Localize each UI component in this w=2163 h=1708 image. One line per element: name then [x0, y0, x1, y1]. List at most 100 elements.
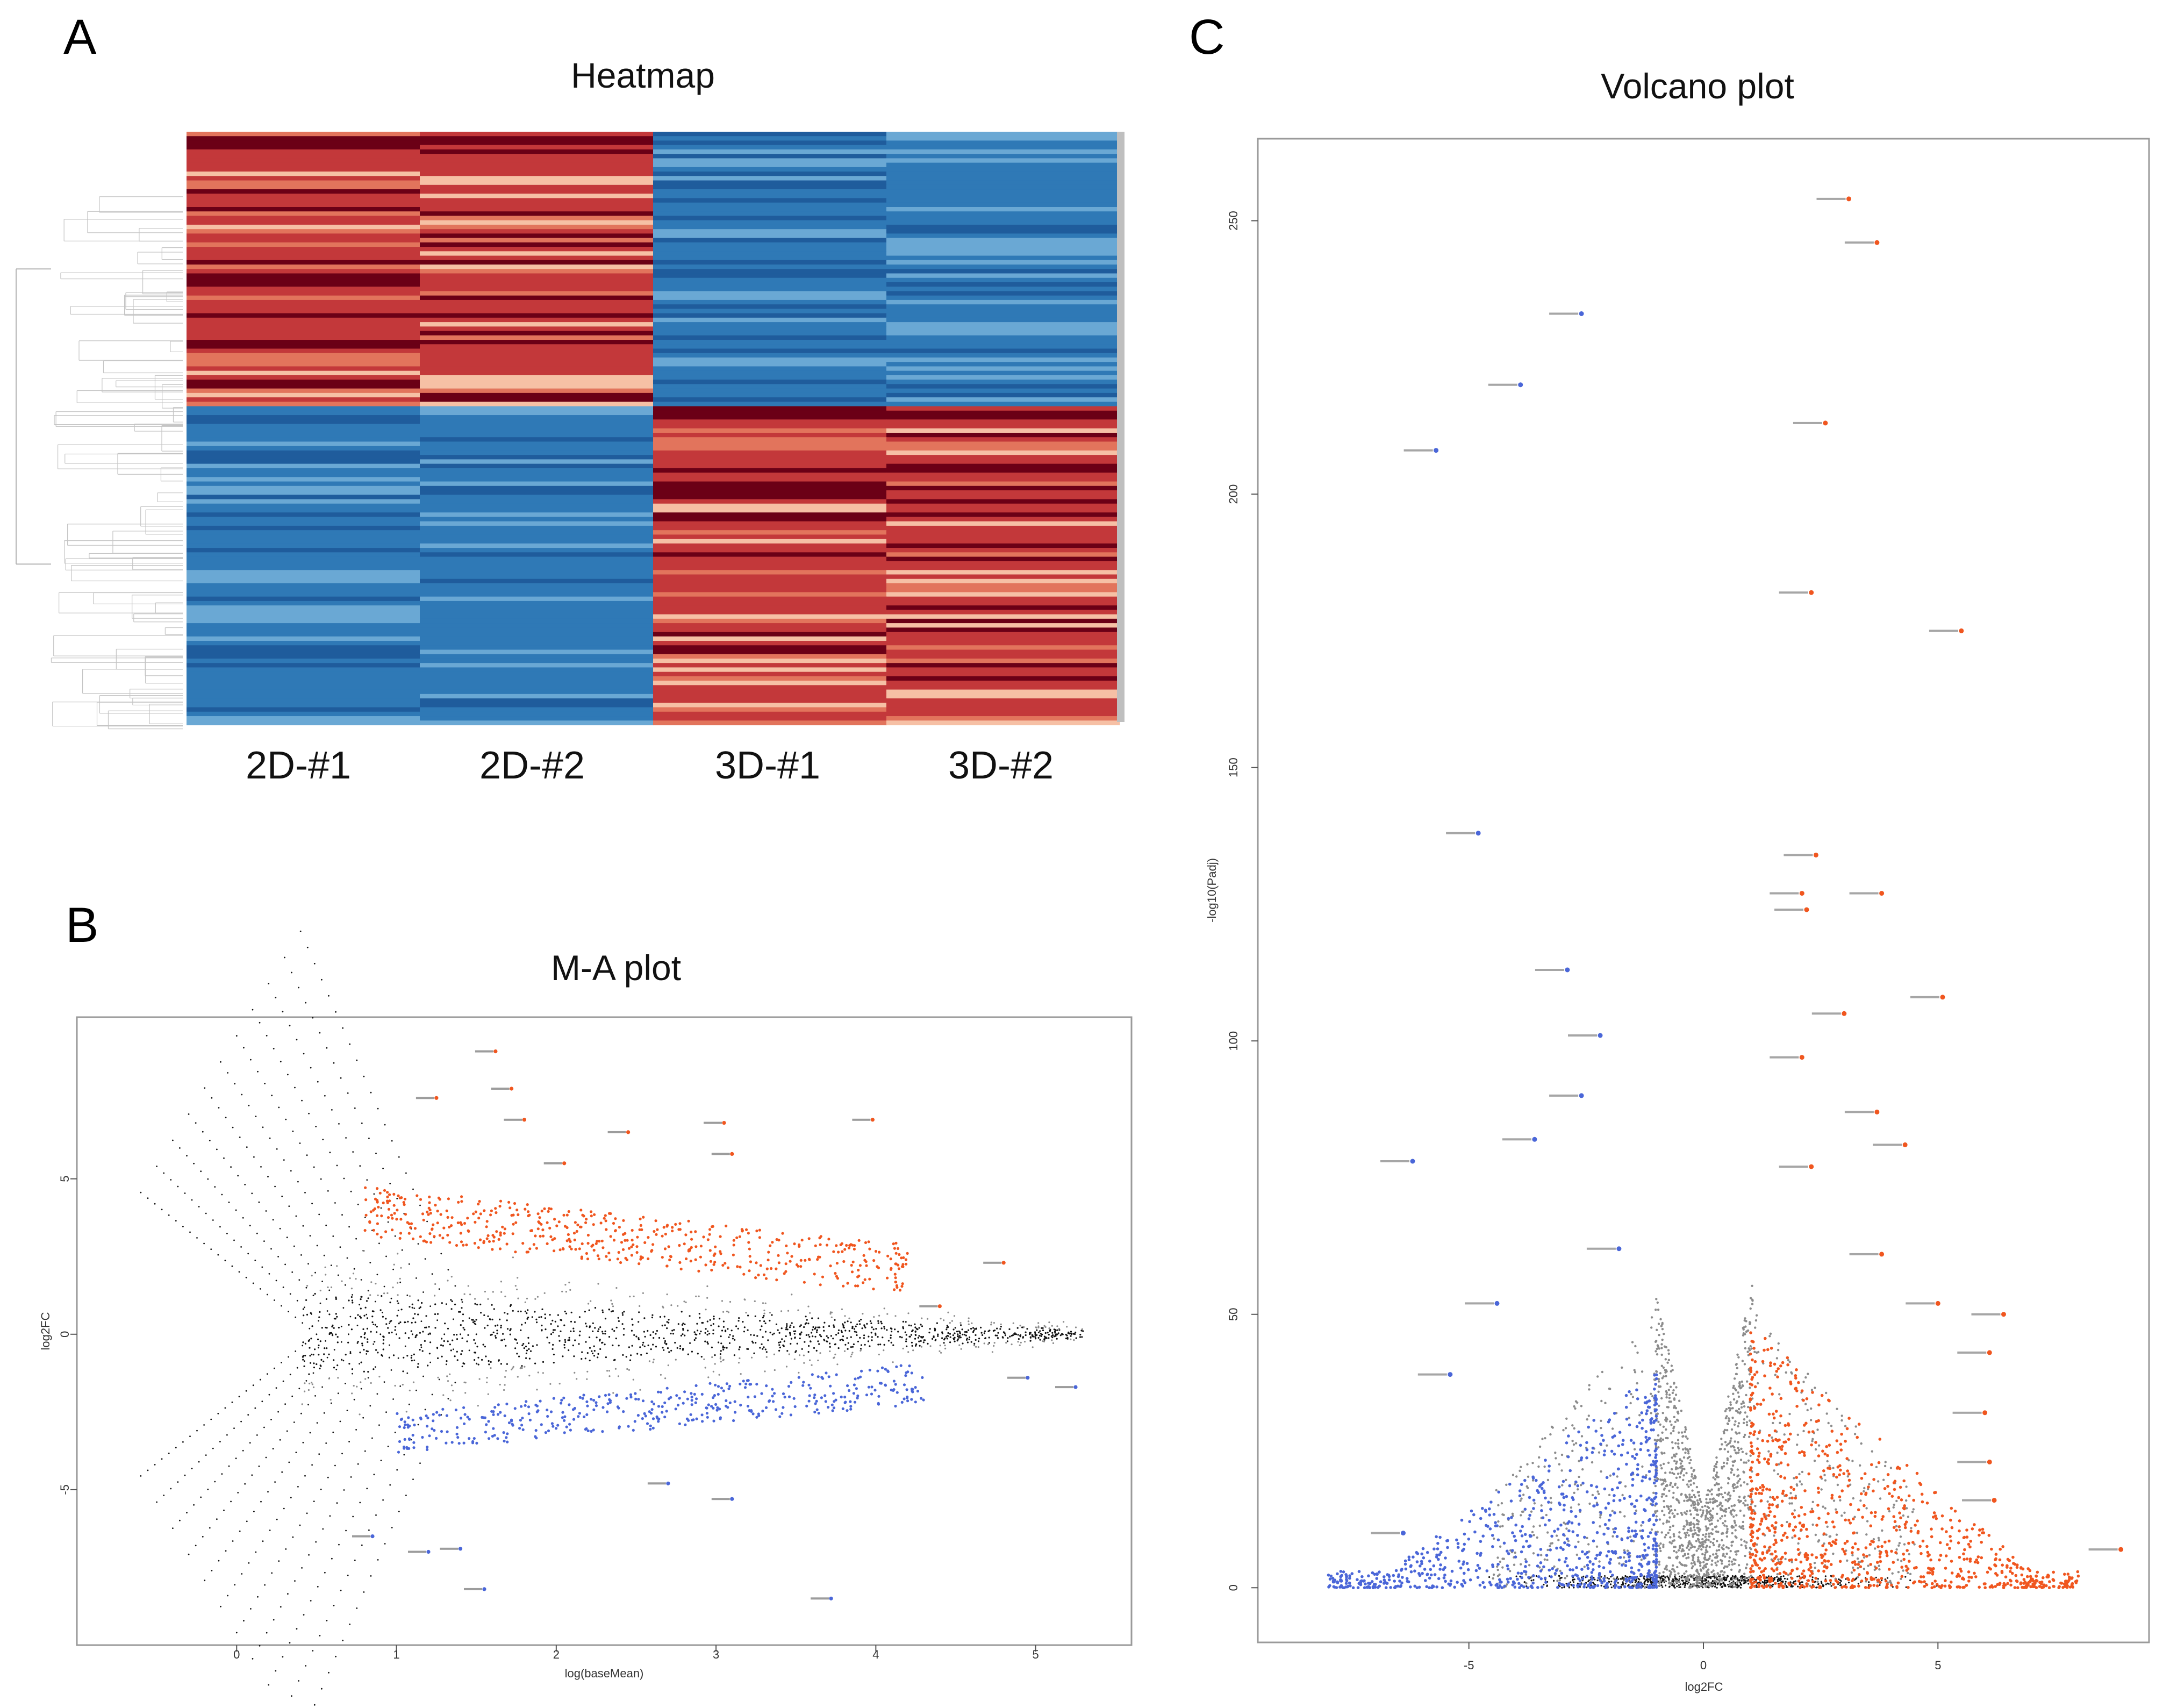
ma-point-down — [592, 1428, 595, 1432]
ma-point — [883, 1326, 885, 1328]
ma-point-base — [316, 1333, 318, 1335]
ma-point — [336, 1265, 338, 1267]
ma-point-up — [713, 1261, 717, 1264]
heatmap-cell — [886, 578, 1120, 584]
volcano-point-base — [1701, 1578, 1703, 1580]
ma-point-base — [217, 1413, 219, 1414]
ma-point-down — [513, 1407, 517, 1410]
ma-point-base — [302, 1441, 304, 1443]
ma-point — [449, 1343, 451, 1346]
ma-point — [914, 1323, 916, 1325]
ma-point-up — [607, 1252, 611, 1255]
ma-point — [363, 1348, 365, 1351]
ma-point-base — [403, 1454, 405, 1456]
ma-point-down — [445, 1441, 448, 1445]
ma-point — [437, 1357, 439, 1359]
ma-point — [651, 1317, 653, 1319]
dendrogram-branch — [134, 424, 183, 432]
ma-point-down — [789, 1413, 792, 1417]
ma-point-base — [278, 1560, 280, 1562]
heatmap-cell — [420, 468, 654, 473]
ma-point-down — [705, 1406, 708, 1410]
ma-point — [739, 1357, 741, 1360]
ma-point-down — [552, 1397, 555, 1400]
ma-point — [523, 1347, 525, 1349]
volcano-point — [1742, 1402, 1745, 1404]
ma-point — [522, 1343, 525, 1345]
ma-point-up — [505, 1242, 508, 1246]
ma-point-up — [647, 1257, 650, 1261]
ma-point — [540, 1316, 542, 1318]
ma-point-base — [254, 1260, 256, 1261]
ma-point-up — [669, 1255, 672, 1258]
ma-point-base — [288, 1356, 289, 1358]
ma-point — [694, 1333, 697, 1335]
ma-point-base — [399, 1281, 402, 1283]
heatmap-cell — [653, 610, 887, 615]
ma-point — [665, 1342, 668, 1345]
heatmap-cell — [653, 481, 887, 487]
ma-point-base — [317, 1586, 319, 1588]
ma-point — [557, 1325, 559, 1327]
ma-point — [954, 1332, 956, 1334]
ma-point — [870, 1332, 872, 1334]
dendrogram-branch — [60, 272, 183, 280]
heatmap-cell — [420, 410, 654, 416]
volcano-point — [1657, 1323, 1660, 1325]
ma-point — [558, 1340, 561, 1342]
ma-point — [511, 1367, 514, 1369]
ma-point — [1081, 1336, 1083, 1338]
ma-point-base — [241, 1573, 243, 1575]
volcano-point — [1684, 1554, 1686, 1556]
ma-point — [1011, 1334, 1013, 1337]
heatmap-cell — [420, 269, 654, 274]
volcano-point — [1735, 1373, 1738, 1376]
ma-point — [718, 1374, 720, 1376]
ma-point — [707, 1376, 710, 1378]
ma-point — [360, 1335, 362, 1338]
volcano-point-base — [1617, 1582, 1619, 1584]
ma-point — [361, 1345, 363, 1347]
ma-point — [319, 1340, 321, 1342]
heatmap-cell — [187, 238, 420, 243]
ma-point — [670, 1349, 672, 1352]
ma-point-up — [478, 1200, 481, 1203]
ma-point — [570, 1320, 572, 1323]
volcano-point — [1663, 1505, 1666, 1509]
ma-point-base — [348, 1226, 350, 1228]
ma-point-up — [395, 1218, 398, 1221]
ma-point — [584, 1357, 586, 1360]
ma-point — [947, 1326, 949, 1328]
heatmap-cell — [653, 605, 887, 610]
volcano-point — [1684, 1564, 1686, 1567]
ma-point — [684, 1323, 686, 1325]
volcano-point-base — [1676, 1578, 1678, 1581]
volcano-point — [1748, 1373, 1751, 1376]
ma-point-up — [900, 1265, 904, 1268]
ma-point-up — [719, 1250, 722, 1253]
ma-point-down — [585, 1413, 589, 1416]
ma-point-base — [168, 1452, 170, 1454]
ma-point-down — [892, 1380, 896, 1383]
ma-point-down — [435, 1437, 438, 1440]
ma-point-down — [694, 1384, 698, 1387]
volcano-point — [1736, 1485, 1739, 1488]
ma-point — [357, 1314, 359, 1316]
ma-point — [765, 1351, 768, 1353]
ma-point — [599, 1326, 601, 1328]
ma-point — [997, 1337, 999, 1339]
ma-point-base — [252, 1009, 254, 1011]
heatmap-cell — [187, 601, 420, 606]
ma-point-up — [651, 1243, 655, 1246]
heatmap-cell — [187, 140, 420, 146]
ma-point-down — [848, 1389, 851, 1392]
volcano-point-base — [1738, 1580, 1741, 1582]
ma-point — [668, 1351, 670, 1353]
ma-point — [1023, 1326, 1025, 1328]
ma-point-up — [478, 1238, 482, 1241]
heatmap-cell — [653, 601, 887, 606]
ma-point — [633, 1295, 635, 1297]
ma-point-base — [276, 1518, 278, 1520]
volcano-title: Volcano plot — [1601, 66, 1794, 106]
ma-point-up — [378, 1191, 382, 1195]
